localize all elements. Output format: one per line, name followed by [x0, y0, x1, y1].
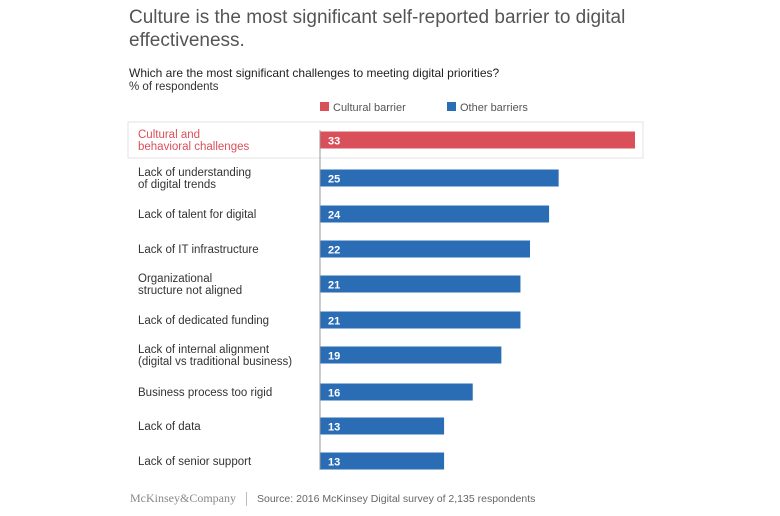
data-label: 25 — [328, 174, 340, 186]
data-label: 24 — [328, 210, 341, 222]
bar — [320, 240, 530, 258]
data-label: 22 — [328, 245, 340, 257]
category-label: (digital vs traditional business) — [138, 356, 292, 368]
bar — [320, 452, 445, 470]
category-label: Lack of dedicated funding — [138, 315, 269, 327]
unit-label: % of respondents — [129, 81, 219, 93]
category-label: structure not aligned — [138, 285, 242, 297]
category-label: of digital trends — [138, 179, 216, 191]
chart-question: Which are the most significant challenge… — [129, 66, 500, 80]
data-label: 13 — [328, 457, 340, 469]
category-label: Lack of understanding — [138, 167, 251, 179]
data-label: 13 — [328, 422, 340, 434]
legend-label: Other barriers — [460, 102, 528, 114]
data-label: 21 — [328, 316, 340, 328]
chart-title: Culture is the most significant self-rep… — [129, 7, 626, 51]
bar — [320, 131, 635, 149]
category-label: Organizational — [138, 273, 212, 285]
data-label: 33 — [328, 136, 340, 148]
category-label: Lack of data — [138, 421, 201, 433]
footer: McKinsey&Company Source: 2016 McKinsey D… — [130, 491, 535, 506]
data-label: 21 — [328, 280, 340, 292]
divider — [246, 491, 247, 506]
category-label: Lack of senior support — [138, 456, 252, 468]
mckinsey-logo: McKinsey&Company — [130, 491, 236, 505]
bar — [320, 417, 445, 435]
bar — [320, 169, 559, 187]
bar — [320, 383, 473, 401]
bar — [320, 205, 550, 223]
legend-swatch — [320, 102, 329, 111]
source-note: Source: 2016 McKinsey Digital survey of … — [257, 492, 536, 505]
bar — [320, 275, 521, 293]
bar — [320, 346, 502, 364]
bar — [320, 311, 521, 329]
legend-label: Cultural barrier — [333, 102, 406, 114]
legend-swatch — [447, 102, 456, 111]
category-label: Lack of talent for digital — [138, 209, 256, 221]
data-label: 19 — [328, 351, 340, 363]
category-label: Cultural and — [138, 129, 200, 141]
category-label: Business process too rigid — [138, 387, 272, 399]
category-label: Lack of internal alignment — [138, 344, 270, 356]
category-label: behavioral challenges — [138, 141, 249, 153]
data-label: 16 — [328, 388, 340, 400]
category-label: Lack of IT infrastructure — [138, 244, 259, 256]
